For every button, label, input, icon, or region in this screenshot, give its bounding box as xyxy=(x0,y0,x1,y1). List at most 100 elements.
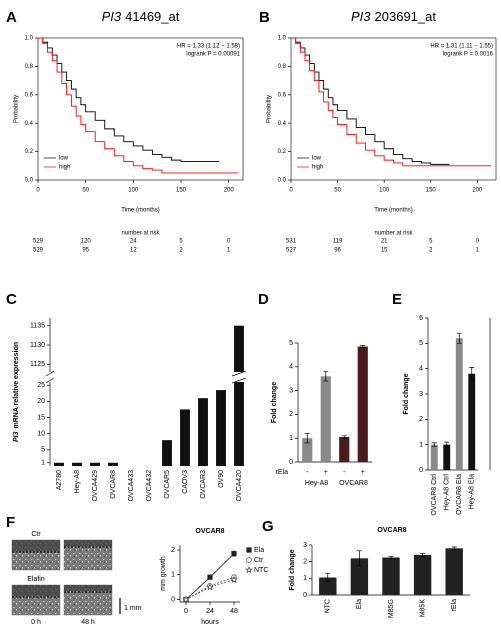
marker xyxy=(206,583,214,591)
bar xyxy=(350,558,369,595)
y-tick-label: 2 xyxy=(303,559,307,566)
series-line xyxy=(185,579,235,600)
y-tick-label: 5 xyxy=(419,340,423,347)
risk-count: 15 xyxy=(381,248,388,254)
probe-id: 203691_at xyxy=(375,9,437,24)
x-tick-label: M85K xyxy=(419,599,426,618)
bar xyxy=(198,398,208,466)
marker xyxy=(230,575,238,584)
bar xyxy=(234,382,244,466)
x-tick-label: OVCAR5 xyxy=(164,470,171,499)
risk-count: 5 xyxy=(179,239,183,245)
risk-count: 120 xyxy=(81,239,92,245)
risk-count: 1 xyxy=(227,248,231,254)
plot-frame xyxy=(290,37,497,181)
error-bar xyxy=(431,442,437,447)
risk-count: 21 xyxy=(381,239,388,245)
row-label: rEla xyxy=(276,469,289,476)
panel-letter: C xyxy=(6,291,17,308)
x-tick-label: 200 xyxy=(472,188,483,194)
micrograph-shade xyxy=(12,585,60,596)
y-tick-label: 0 xyxy=(171,596,175,603)
x-tick-label: 24 xyxy=(206,608,214,615)
y-tick-label: 1 xyxy=(171,572,175,579)
logrank: logrank P = 0.0016 xyxy=(443,52,494,58)
x-tick-label: 100 xyxy=(128,188,139,194)
x-tick-label: OVCAR8 xyxy=(110,470,117,499)
survival-curve xyxy=(291,37,450,165)
y-tick-label: 2 xyxy=(171,547,175,554)
bar-break xyxy=(231,370,247,377)
bar xyxy=(302,438,313,462)
y-tick-label: 4 xyxy=(289,364,293,371)
legend-label: NTC xyxy=(254,567,268,574)
survival-curve xyxy=(291,37,492,167)
x-tick-label: 48 xyxy=(230,608,238,615)
survival-curve xyxy=(38,37,220,162)
x-tick-label: Hey-A8 Ela xyxy=(469,474,476,510)
x-tick-label: OVCAR8 Ctrl xyxy=(431,474,438,516)
micrograph-shade xyxy=(64,585,112,591)
axis-break xyxy=(45,370,55,377)
hazard-ratio: HR = 1.33 (1.12 − 1.58) xyxy=(177,44,240,50)
micrograph-shade xyxy=(64,540,112,546)
x-tick-label: - xyxy=(306,469,309,476)
micrograph-row-label: Elafin xyxy=(27,576,45,583)
micrograph-shade xyxy=(12,540,60,551)
y-tick-label: 3 xyxy=(303,542,307,549)
x-tick-label: + xyxy=(324,469,328,476)
x-tick-label: A2780 xyxy=(56,470,63,490)
panel-letter: B xyxy=(259,9,270,26)
y-tick-label: 10 xyxy=(37,431,45,438)
x-tick-label: OVCA432 xyxy=(146,470,153,502)
error-bar xyxy=(469,367,475,381)
y-tick-label: 15 xyxy=(37,414,45,421)
bar xyxy=(108,462,118,466)
x-tick-label: 100 xyxy=(379,188,390,194)
marker xyxy=(246,547,252,553)
x-tick-label: OVCA433 xyxy=(128,470,135,502)
marker xyxy=(207,574,213,580)
marker xyxy=(182,595,190,603)
chart-title: OVCAR8 xyxy=(195,528,224,535)
y-tick-label: 5 xyxy=(289,340,293,347)
y-tick-label: 4 xyxy=(419,366,423,373)
error-bar xyxy=(325,572,331,583)
bar xyxy=(339,437,350,462)
risk-count: 5 xyxy=(429,239,433,245)
risk-count: 24 xyxy=(130,239,137,245)
x-tick-label: OVCAR8 Ela xyxy=(456,474,463,515)
bar xyxy=(180,409,190,466)
axis-break xyxy=(45,377,55,384)
panel-letter: A xyxy=(6,9,17,26)
y-tick-label: 25 xyxy=(37,382,45,389)
error-bar xyxy=(444,441,450,448)
y-tick-label: 3 xyxy=(289,387,293,394)
x-axis-label: Time (months) xyxy=(374,208,412,214)
y-tick-label: 0.6 xyxy=(25,92,34,98)
marker xyxy=(246,557,252,563)
group-label: OVCAR8 xyxy=(339,480,368,487)
x-tick-label: Hey-A8 Ctrl xyxy=(444,474,451,511)
risk-count: 2 xyxy=(179,248,183,254)
y-axis-label: mm growth xyxy=(160,556,167,591)
y-tick-label: 1.0 xyxy=(278,36,287,42)
legend-label: Ctr xyxy=(254,557,264,564)
gene-name: PI3 xyxy=(351,9,371,24)
bar xyxy=(72,462,82,466)
risk-count: 12 xyxy=(130,248,137,254)
x-tick-label: 0 xyxy=(36,188,40,194)
y-tick-label: 0.2 xyxy=(25,149,34,155)
x-tick-label: + xyxy=(361,469,365,476)
y-tick-label: 0.2 xyxy=(278,149,287,155)
x-tick-label: OV90 xyxy=(218,470,225,488)
gene-name: PI3 xyxy=(102,9,122,24)
risk-count: 2 xyxy=(429,248,433,254)
y-tick-label: 0.0 xyxy=(25,178,34,184)
panel-letter: E xyxy=(392,291,402,308)
y-tick-label: 0 xyxy=(289,459,293,466)
y-tick-label: 1 xyxy=(419,442,423,449)
probe-id: 41469_at xyxy=(125,9,180,24)
x-tick-label: 150 xyxy=(426,188,437,194)
